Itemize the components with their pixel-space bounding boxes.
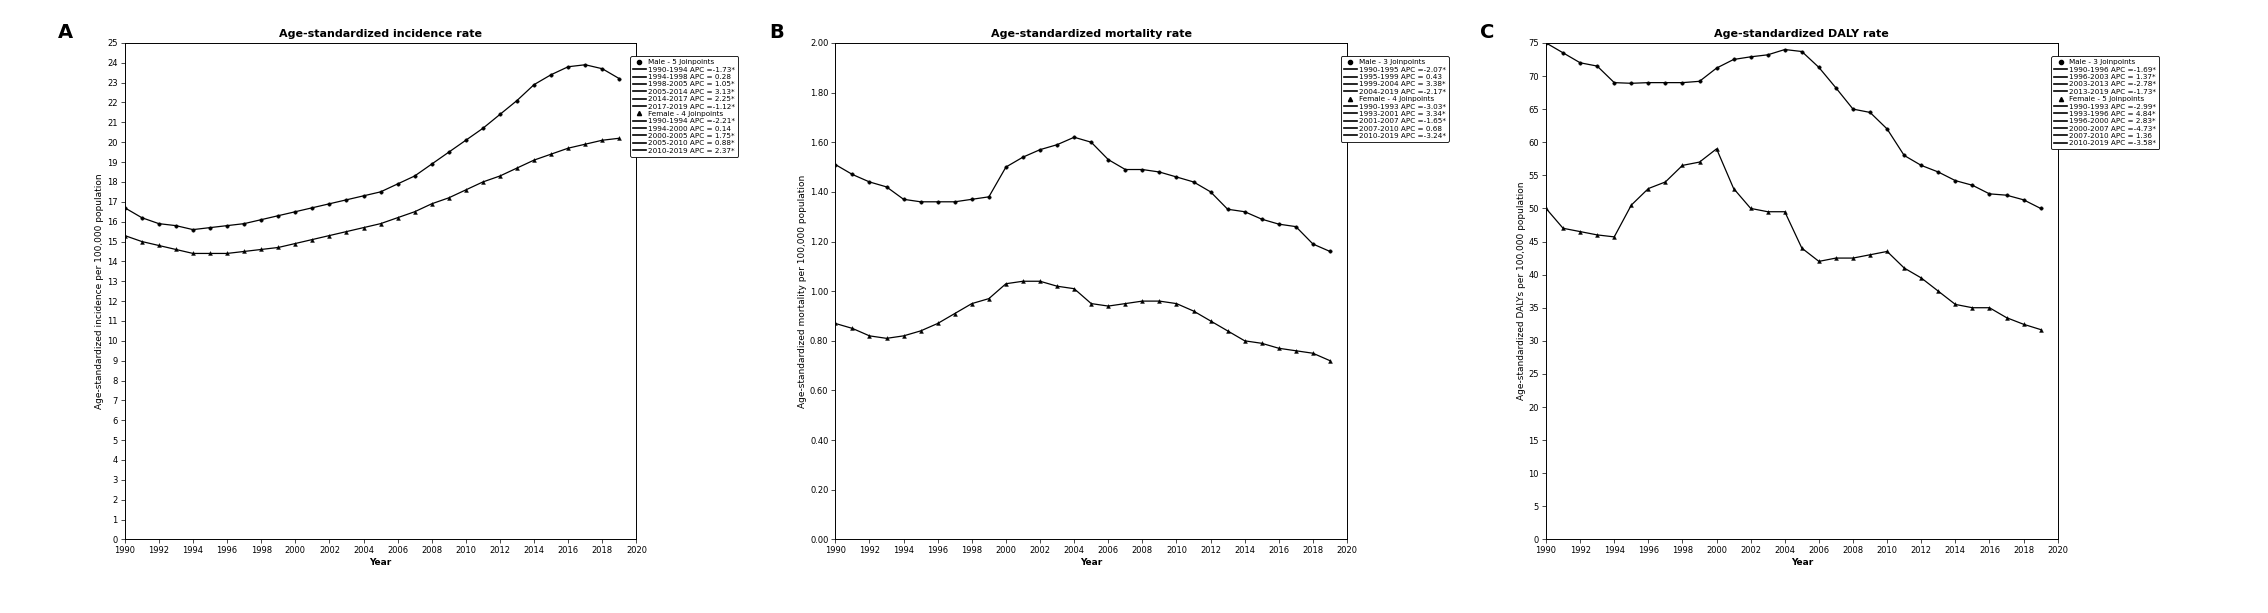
Title: Age-standardized mortality rate: Age-standardized mortality rate: [991, 29, 1191, 39]
Legend: Male - 5 Joinpoints, 1990-1994 APC =-1.73*, 1994-1998 APC = 0.28, 1998-2005 APC : Male - 5 Joinpoints, 1990-1994 APC =-1.7…: [631, 56, 737, 156]
Text: C: C: [1479, 23, 1495, 42]
Legend: Male - 3 Joinpoints, 1990-1996 APC =-1.69*, 1996-2003 APC = 1.37*, 2003-2013 APC: Male - 3 Joinpoints, 1990-1996 APC =-1.6…: [2050, 56, 2159, 149]
Text: B: B: [769, 23, 785, 42]
Legend: Male - 3 Joinpoints, 1990-1995 APC =-2.07*, 1995-1999 APC = 0.43, 1999-2004 APC : Male - 3 Joinpoints, 1990-1995 APC =-2.0…: [1340, 56, 1449, 142]
Y-axis label: Age-standardized incidence per 100,000 population: Age-standardized incidence per 100,000 p…: [95, 173, 104, 409]
Title: Age-standardized DALY rate: Age-standardized DALY rate: [1715, 29, 1889, 39]
X-axis label: Year: Year: [1792, 558, 1812, 567]
X-axis label: Year: Year: [1080, 558, 1102, 567]
Y-axis label: Age-standardized mortality per 100,000 population: Age-standardized mortality per 100,000 p…: [798, 175, 807, 408]
Y-axis label: Age-standardized DALYs per 100,000 population: Age-standardized DALYs per 100,000 popul…: [1517, 182, 1526, 400]
Text: A: A: [59, 23, 73, 42]
X-axis label: Year: Year: [370, 558, 392, 567]
Title: Age-standardized incidence rate: Age-standardized incidence rate: [279, 29, 483, 39]
